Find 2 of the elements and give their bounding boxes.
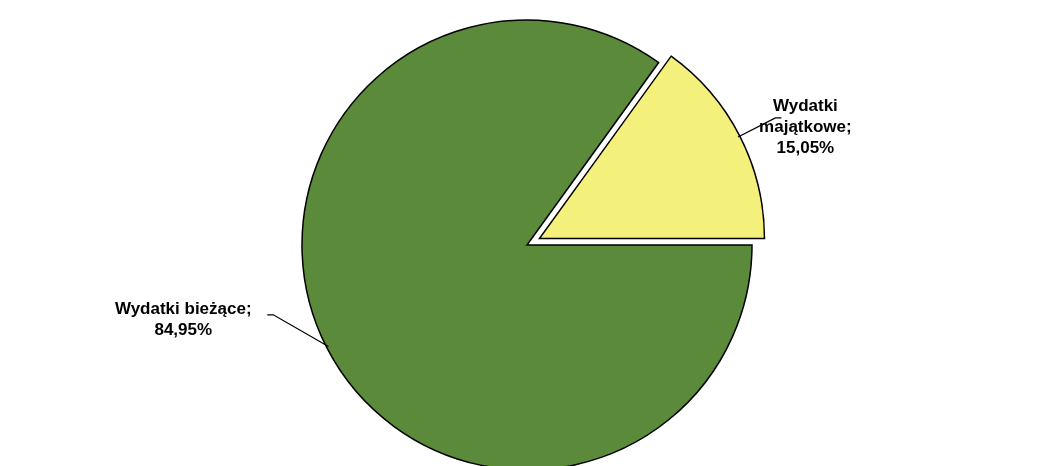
slice-label: Wydatki majątkowe; 15,05% <box>758 94 853 158</box>
slice-label: Wydatki bieżące; 84,95% <box>113 297 253 340</box>
